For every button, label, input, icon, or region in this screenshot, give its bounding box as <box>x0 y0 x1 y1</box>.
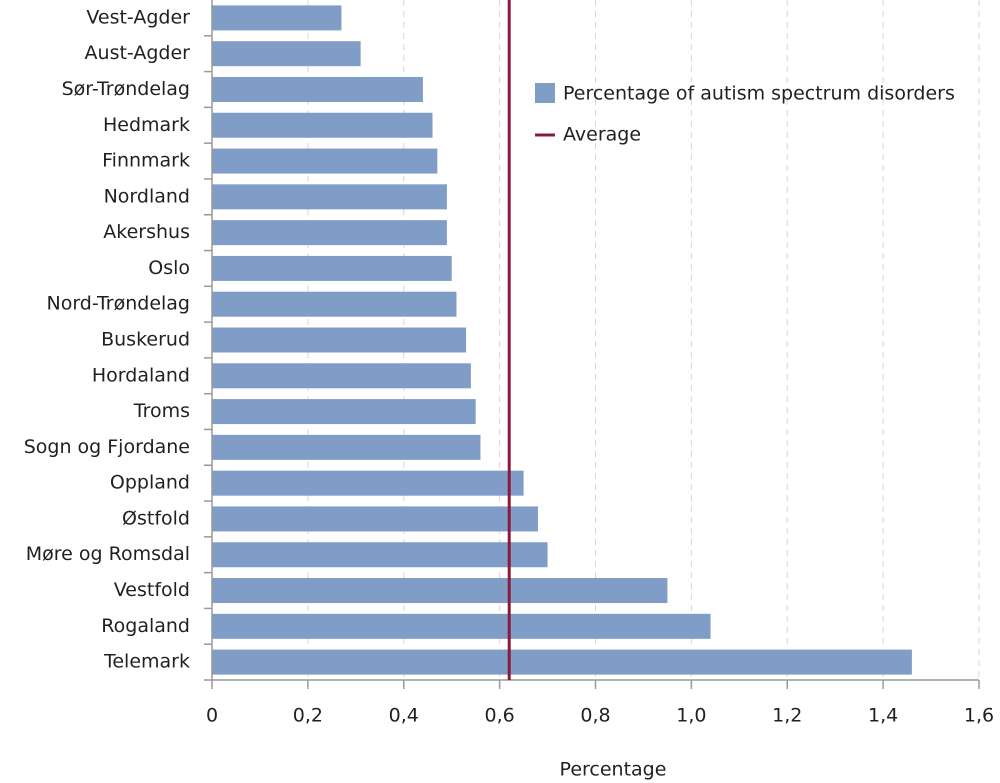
y-tick-label: Vest-Agder <box>86 6 190 28</box>
y-tick-label: Buskerud <box>101 329 190 351</box>
y-tick-label: Hordaland <box>92 364 190 386</box>
legend-label: Percentage of autism spectrum disorders <box>563 83 955 105</box>
x-tick-label: 1,6 <box>964 705 994 727</box>
x-tick-label: 1,4 <box>868 705 898 727</box>
x-tick-label: 1,0 <box>676 705 706 727</box>
y-tick-label: Sør-Trøndelag <box>62 78 190 100</box>
bar <box>212 470 524 496</box>
legend-label: Average <box>563 124 641 146</box>
bar <box>212 255 452 281</box>
y-tick-label: Telemark <box>103 651 190 673</box>
y-tick-label: Møre og Romsdal <box>26 543 190 565</box>
bar <box>212 148 438 174</box>
bar <box>212 5 342 31</box>
y-tick-label: Rogaland <box>101 615 190 637</box>
bar <box>212 649 912 675</box>
bar <box>212 542 548 568</box>
y-tick-label: Nord-Trøndelag <box>46 293 190 315</box>
y-tick-label: Aust-Agder <box>85 42 191 64</box>
bar <box>212 434 481 460</box>
x-axis-label: Percentage <box>560 759 667 781</box>
x-tick-label: 1,2 <box>772 705 802 727</box>
x-tick-label: 0,2 <box>293 705 323 727</box>
x-tick-label: 0 <box>206 705 218 727</box>
y-tick-label: Troms <box>133 400 190 422</box>
y-tick-label: Sogn og Fjordane <box>24 436 190 458</box>
y-tick-label: Finnmark <box>102 150 190 172</box>
legend-swatch <box>535 83 555 103</box>
bar <box>212 578 668 604</box>
y-tick-label: Nordland <box>104 185 190 207</box>
y-tick-label: Oppland <box>110 472 190 494</box>
bar <box>212 613 711 639</box>
bar <box>212 184 447 210</box>
bar <box>212 41 361 67</box>
y-tick-label: Østfold <box>122 507 190 529</box>
x-tick-label: 0,4 <box>389 705 419 727</box>
bar <box>212 76 423 102</box>
bar <box>212 506 538 532</box>
bar <box>212 399 476 425</box>
bar <box>212 112 433 138</box>
bar <box>212 327 467 353</box>
x-tick-label: 0,6 <box>485 705 515 727</box>
y-tick-label: Hedmark <box>103 114 190 136</box>
y-tick-label: Vestfold <box>114 579 190 601</box>
x-tick-label: 0,8 <box>580 705 610 727</box>
y-tick-label: Oslo <box>148 257 190 279</box>
bar <box>212 363 471 389</box>
y-tick-label: Akershus <box>103 221 190 243</box>
bar <box>212 291 457 317</box>
bar <box>212 220 447 246</box>
